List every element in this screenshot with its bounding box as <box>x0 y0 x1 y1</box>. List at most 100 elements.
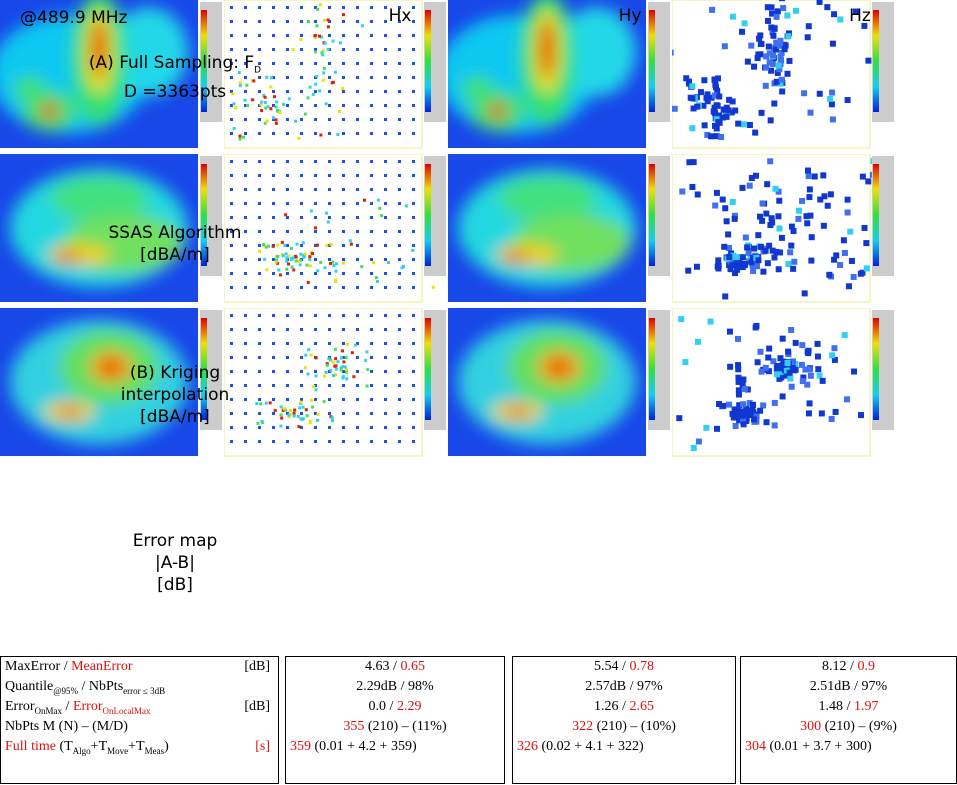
sample-dot <box>404 204 408 208</box>
error-cell <box>752 260 759 267</box>
grid-dot <box>286 398 289 401</box>
sample-dot <box>339 356 343 360</box>
grid-dot <box>342 370 345 373</box>
grid-dot <box>342 132 345 135</box>
grid-dot <box>244 216 247 219</box>
table-row-label: ErrorOnMax / ErrorOnLocalMax [dB] <box>1 697 278 717</box>
error-cell <box>752 172 759 179</box>
grid-dot <box>230 20 233 23</box>
grid-dot <box>398 230 401 233</box>
grid-dot <box>300 328 303 331</box>
map-image <box>671 153 894 303</box>
error-cell <box>704 91 711 98</box>
error-cell <box>768 215 775 222</box>
error-cell <box>779 335 786 342</box>
sample-dot <box>316 7 320 11</box>
grid-dot <box>258 34 261 37</box>
error-cell <box>792 7 799 14</box>
text-part: Move <box>107 745 129 756</box>
error-cell <box>806 194 813 201</box>
error-cell <box>769 29 776 36</box>
grid-dot <box>258 286 261 289</box>
row-label-line: interpolation <box>60 384 290 406</box>
sample-dot <box>274 118 278 122</box>
error-cell <box>727 363 734 370</box>
sample-dot <box>299 252 303 256</box>
sample-dot <box>431 285 435 289</box>
sample-dot <box>317 34 321 38</box>
error-cell <box>772 185 779 192</box>
grid-dot <box>244 62 247 65</box>
grid-dot <box>286 174 289 177</box>
grid-dot <box>398 160 401 163</box>
text-part: 300 <box>800 719 822 734</box>
grid-dot <box>272 20 275 23</box>
grid-dot <box>370 244 373 247</box>
error-cell <box>786 369 793 376</box>
sample-dot <box>341 261 345 265</box>
error-cell <box>741 20 748 27</box>
sample-dot <box>320 51 324 55</box>
grid-dot <box>258 76 261 79</box>
error-cell <box>703 424 710 431</box>
error-cell <box>831 356 838 363</box>
grid-dot <box>300 370 303 373</box>
grid-dot <box>230 342 233 345</box>
sample-dot <box>268 401 272 405</box>
error-cell <box>739 184 746 191</box>
sample-dot <box>334 373 338 377</box>
error-cell <box>686 159 693 166</box>
grid-dot <box>384 34 387 37</box>
grid-dot <box>230 76 233 79</box>
error-cell <box>757 213 764 220</box>
sample-dot <box>272 116 276 120</box>
text-part: 322 <box>572 719 594 734</box>
grid-dot <box>328 384 331 387</box>
grid-dot <box>398 258 401 261</box>
text-part: (210) – (10%) <box>593 719 676 734</box>
grid-dot <box>412 188 415 191</box>
grid-dot <box>384 118 387 121</box>
sample-dot <box>310 252 314 256</box>
error-cell <box>748 174 755 181</box>
error-cell <box>786 57 793 64</box>
text-part: 2.57dB / 97% <box>585 679 663 694</box>
sample-dot <box>280 416 284 420</box>
text-part: OnMax <box>34 705 63 716</box>
error-cell <box>690 159 697 166</box>
text-part: / NbPts <box>78 679 124 694</box>
grid-dot <box>314 62 317 65</box>
error-cell <box>814 340 821 347</box>
text-part: Error <box>5 699 35 714</box>
error-cell <box>762 82 769 89</box>
grid-dot <box>286 244 289 247</box>
grid-dot <box>272 426 275 429</box>
sample-dot <box>335 262 339 266</box>
text-part: SSAS Algorithm <box>108 223 242 243</box>
grid-dot <box>244 6 247 9</box>
error-cell <box>729 98 736 105</box>
row-label: (A) Full Sampling: FD D =3363pts <box>60 52 290 103</box>
error-cell <box>751 63 758 70</box>
sample-dot <box>362 198 366 202</box>
text-part: [dBA/m] <box>140 245 210 265</box>
blob <box>556 7 637 97</box>
sample-dot <box>238 137 242 141</box>
grid-dot <box>314 328 317 331</box>
error-cell <box>799 197 806 204</box>
grid-dot <box>370 76 373 79</box>
grid-dot <box>300 62 303 65</box>
error-cell <box>831 11 838 18</box>
grid-dot <box>230 244 233 247</box>
error-cell <box>711 92 718 99</box>
error-cell <box>771 100 778 107</box>
grid-dot <box>272 356 275 359</box>
sample-dot <box>275 258 279 262</box>
grid-dot <box>244 244 247 247</box>
grid-dot <box>314 6 317 9</box>
sample-dot <box>314 388 318 392</box>
grid-dot <box>384 216 387 219</box>
error-cell <box>750 401 757 408</box>
error-cell <box>824 202 831 209</box>
error-cell <box>757 51 764 58</box>
